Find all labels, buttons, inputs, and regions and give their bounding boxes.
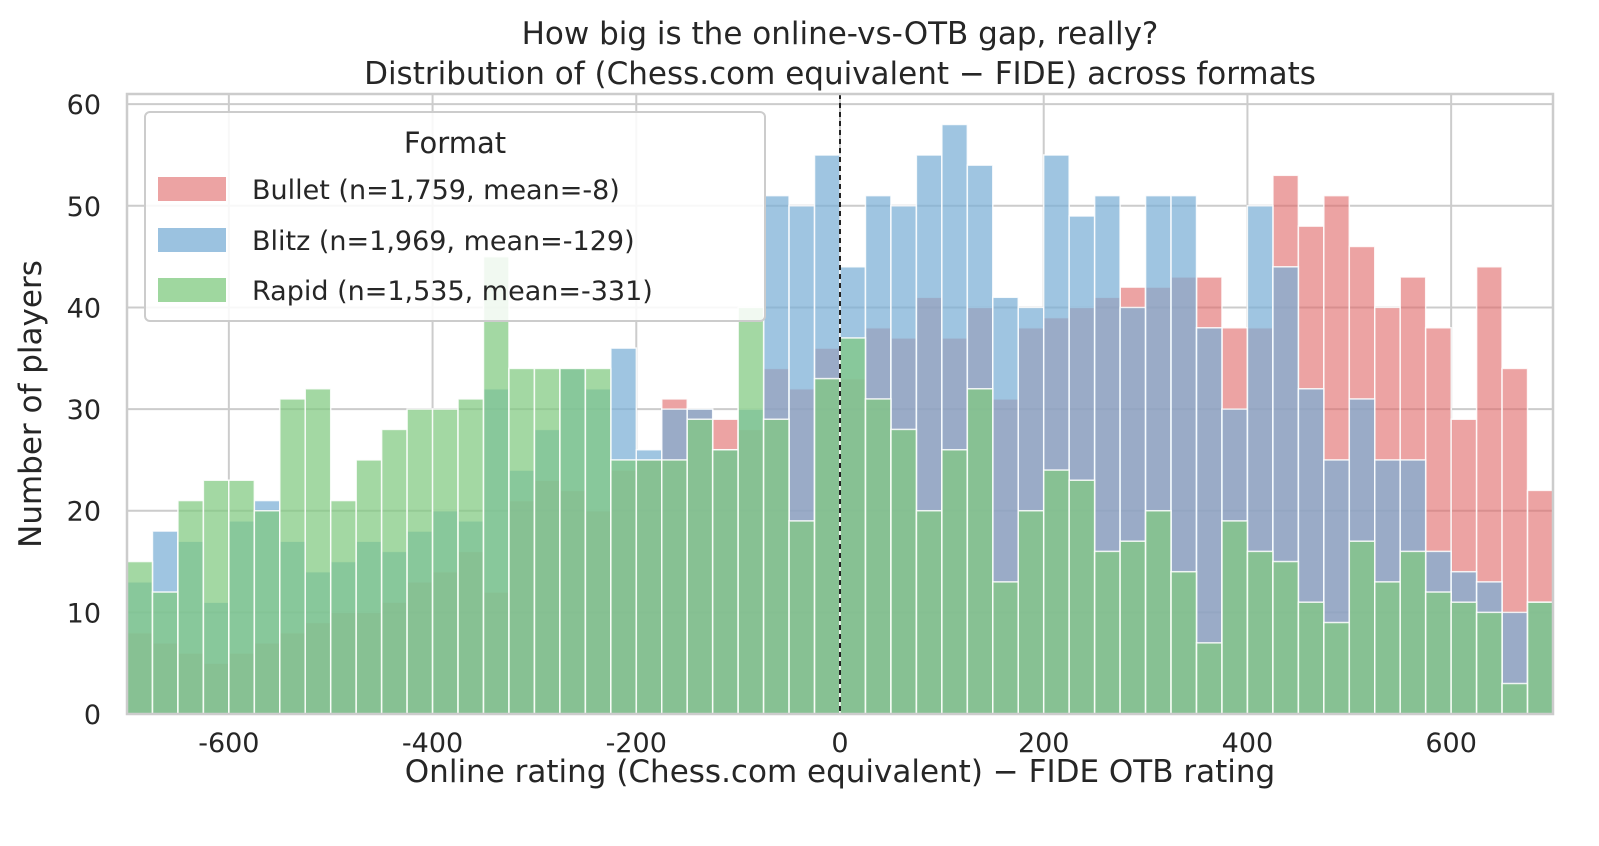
plot-frame [125,92,1555,716]
bar-rapid [1475,611,1503,715]
x-tick-label: 400 [1222,728,1274,759]
y-tick-label: 60 [67,90,101,121]
bar-rapid [711,448,739,715]
bar-rapid [1501,682,1529,715]
bar-rapid [1221,520,1249,715]
y-tick-label: 10 [67,598,101,629]
bar-rapid [635,459,663,715]
bar-rapid [329,499,357,715]
legend-swatch-blitz [158,228,226,252]
x-axis-label: Online rating (Chess.com equivalent) − F… [405,754,1275,790]
y-axis-label: Number of players [13,260,49,548]
bar-rapid [584,367,612,715]
bar-rapid [1323,621,1351,715]
bar-rapid [431,408,459,715]
bar-rapid [1246,550,1274,715]
bar-rapid [559,367,587,715]
bar-rapid [1042,469,1070,715]
legend-box [144,111,766,322]
bar-rapid [253,509,281,715]
bar-rapid [1144,509,1172,715]
bar-rapid [813,377,841,715]
bar-rapid [992,581,1019,715]
bar-rapid [1526,601,1554,715]
chart-subtitle: Distribution of (Chess.com equivalent − … [364,56,1316,92]
bar-rapid [457,398,485,715]
bar-rapid [1272,560,1300,715]
bar-rapid [686,418,714,715]
bar-rapid [762,418,790,715]
bar-rapid [661,459,688,715]
legend-title: Format [404,126,506,160]
y-tick-label: 0 [84,700,101,731]
bar-rapid [864,398,892,715]
x-tick-label: 200 [1018,728,1070,759]
bar-rapid [1068,479,1096,715]
bar-rapid [406,408,434,715]
bar-rapid [890,428,918,715]
bar-rapid [126,560,154,715]
y-tick-label: 30 [67,395,101,426]
chart-title: How big is the online-vs-OTB gap, really… [522,16,1159,52]
bar-rapid [788,520,816,715]
bar-rapid [1017,509,1045,715]
bar-rapid [1119,540,1147,715]
bar-rapid [1297,601,1325,715]
bar-rapid [1348,540,1376,715]
bar-rapid [380,428,408,715]
bar-rapid [1093,550,1121,715]
y-tick-label: 50 [67,192,101,223]
bar-rapid [177,499,205,715]
legend-entry-rapid: Rapid (n=1,535, mean=-331) [252,276,653,307]
x-tick-label: 0 [831,728,848,759]
bar-rapid [279,398,306,715]
bar-rapid [482,255,510,715]
x-tick-label: -200 [606,728,667,759]
legend-entry-bullet: Bullet (n=1,759, mean=-8) [252,175,620,206]
bar-rapid [355,459,383,715]
bar-rapid [737,306,765,715]
x-axis-ticks: -600 -400 -200 0 200 400 600 [198,728,1477,759]
bar-rapid [304,388,332,715]
histogram-bars [126,123,1554,715]
bar-rapid [1195,642,1223,715]
bar-rapid [941,448,969,715]
legend: Format Bullet (n=1,759, mean=-8) Blitz (… [144,111,766,322]
bar-rapid [202,479,230,715]
x-tick-label: -400 [402,728,463,759]
x-tick-label: 600 [1425,728,1477,759]
bar-rapid [1450,601,1478,715]
y-tick-label: 20 [67,497,101,528]
bar-rapid [1399,550,1427,715]
legend-swatch-rapid [158,278,226,302]
bar-rapid [1424,591,1452,715]
bar-rapid [533,367,561,715]
bar-rapid [839,337,867,715]
bar-rapid [1374,581,1401,715]
x-tick-label: -600 [198,728,259,759]
bar-rapid [610,459,638,715]
y-axis-ticks: 0 10 20 30 40 50 60 [67,90,101,731]
bar-rapid [228,479,256,715]
y-tick-label: 40 [67,293,101,324]
bar-rapid [915,509,943,715]
bar-rapid [508,367,536,715]
legend-swatch-bullet [158,177,226,201]
bar-rapid [151,591,179,715]
series-rapid [126,255,1554,715]
bar-rapid [966,388,994,715]
bar-rapid [1170,570,1198,715]
legend-entry-blitz: Blitz (n=1,969, mean=-129) [252,226,635,257]
